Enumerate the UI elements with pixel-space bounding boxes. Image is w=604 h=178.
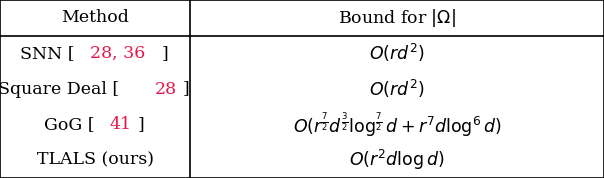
- Text: GoG [: GoG [: [44, 116, 94, 133]
- Text: 41: 41: [109, 116, 131, 133]
- Text: 28, 36: 28, 36: [90, 45, 146, 62]
- Text: ]: ]: [183, 80, 190, 98]
- Text: $O(r^{\frac{7}{2}}d^{\frac{3}{2}}\log^{\frac{7}{2}} d + r^7 d\log^6 d)$: $O(r^{\frac{7}{2}}d^{\frac{3}{2}}\log^{\…: [293, 111, 501, 138]
- Text: ]: ]: [138, 116, 144, 133]
- Text: 28: 28: [155, 80, 177, 98]
- Text: $O(r^2 d \log d)$: $O(r^2 d \log d)$: [350, 148, 445, 172]
- Text: ]: ]: [162, 45, 169, 62]
- Text: $O(rd^2)$: $O(rd^2)$: [370, 78, 425, 100]
- Text: SNN [: SNN [: [20, 45, 74, 62]
- Text: Bound for $|\Omega|$: Bound for $|\Omega|$: [338, 7, 456, 29]
- Text: Method: Method: [61, 9, 129, 26]
- Text: TLALS (ours): TLALS (ours): [37, 152, 153, 169]
- Text: Square Deal [: Square Deal [: [0, 80, 120, 98]
- Text: $O(rd^2)$: $O(rd^2)$: [370, 42, 425, 64]
